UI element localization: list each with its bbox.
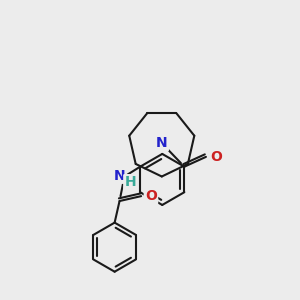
Text: N: N (156, 136, 168, 150)
Text: N: N (114, 169, 125, 182)
Text: O: O (145, 189, 157, 203)
Text: H: H (124, 176, 136, 189)
Text: O: O (210, 150, 222, 164)
